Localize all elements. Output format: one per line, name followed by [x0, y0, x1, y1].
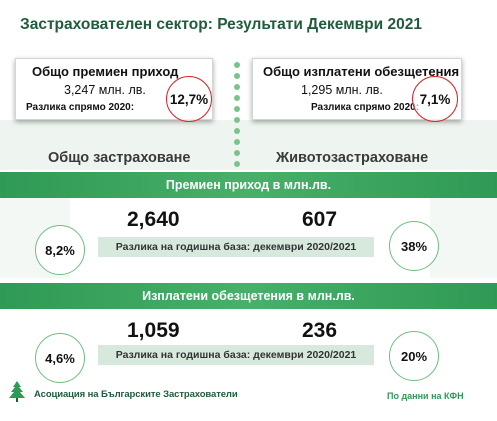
general-premium-change: 8,2%	[35, 225, 85, 275]
card-value: 3,247 млн. лв.	[64, 83, 146, 97]
background-decoration	[0, 120, 497, 170]
claims-banner: Изплатени обезщетения в млн.лв.	[0, 283, 497, 309]
card-title: Общо изплатени обезщетения	[263, 64, 460, 79]
life-claims-change: 20%	[389, 331, 439, 381]
general-claims-change: 4,6%	[35, 333, 85, 383]
general-claims-value: 1,059	[127, 319, 180, 342]
association-logo-icon	[9, 381, 25, 402]
card-diff-label: Разлика спрямо 2020:	[311, 102, 420, 113]
general-premium-value: 2,640	[127, 208, 180, 231]
claims-diff-label: Разлика на годишна база: декември 2020/2…	[98, 345, 374, 365]
background-decoration	[430, 198, 497, 278]
card-title: Общо премиен приход	[32, 64, 179, 79]
card-value: 1,295 млн. лв.	[301, 83, 383, 97]
premium-banner: Премиен приход в млн.лв.	[0, 172, 497, 198]
claims-diff-highlight: 7,1%	[412, 76, 458, 122]
life-premium-value: 607	[302, 208, 338, 231]
life-claims-value: 236	[302, 319, 338, 342]
association-name: Асоциация на Българските Застрахователи	[34, 389, 238, 400]
premium-diff-label: Разлика на годишна база: декември 2020/2…	[98, 237, 374, 257]
premium-diff-highlight: 12,7%	[166, 76, 212, 122]
card-diff-label: Разлика спрямо 2020:	[26, 102, 135, 113]
page-title: Застрахователен сектор: Результати Декем…	[20, 16, 422, 33]
life-insurance-heading: Животозастраховане	[276, 150, 429, 166]
data-source: По данни на КФН	[387, 391, 464, 401]
life-premium-change: 38%	[389, 221, 439, 271]
general-insurance-heading: Общо застраховане	[48, 150, 191, 166]
